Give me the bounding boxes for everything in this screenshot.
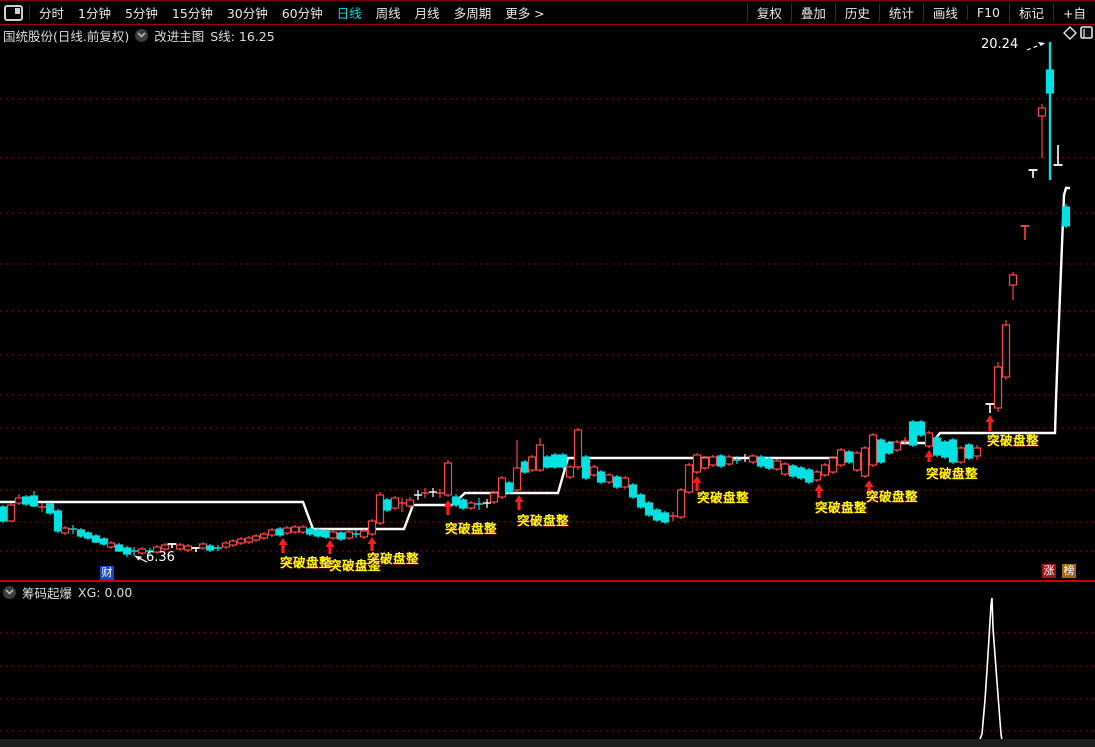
breakout-label-8: 突破盘整 [926, 466, 979, 481]
breakout-label-4: 突破盘整 [517, 513, 570, 528]
sub-indicator-name[interactable]: 筹码起爆 [22, 585, 73, 601]
sub-indicator-value: XG: 0.00 [78, 584, 133, 600]
menu-item-period-3[interactable]: 15分钟 [171, 6, 213, 21]
breakout-label-2: 突破盘整 [367, 551, 420, 566]
menu-item-period-1[interactable]: 1分钟 [78, 6, 111, 21]
top-menu-bar: 分时 1分钟 5分钟 15分钟 30分钟 60分钟 日线 周线 月线 多周期 更多 > 复权 叠加 历史… [0, 0, 1095, 25]
menu-item-period-9[interactable]: 多周期 [453, 6, 492, 21]
instrument-title: 国统股份(日线.前复权) [3, 28, 130, 44]
breakout-label-3: 突破盘整 [445, 521, 498, 536]
breakout-label-1: 突破盘整 [329, 558, 382, 573]
breakout-label-0: 突破盘整 [280, 555, 333, 570]
menu-item-tool-6[interactable]: 标记 [1009, 3, 1053, 22]
menu-item-tool-2[interactable]: 历史 [834, 3, 879, 22]
period-menu: 分时 1分钟 5分钟 15分钟 30分钟 60分钟 日线 周线 月线 多周期 更多 > [32, 1, 552, 24]
breakout-label-6: 突破盘整 [815, 500, 868, 515]
horizontal-scrollbar[interactable] [0, 739, 1095, 747]
finance-badge[interactable]: 财 [100, 566, 114, 580]
breakout-label-9: 突破盘整 [987, 433, 1040, 448]
menu-item-tool-7[interactable]: +自 [1053, 3, 1095, 22]
menu-item-period-0[interactable]: 分时 [39, 6, 65, 21]
menu-item-period-5[interactable]: 60分钟 [281, 6, 323, 21]
peak-price-label: 20.24 [981, 37, 1019, 52]
chevron-down-icon[interactable] [135, 28, 149, 42]
rank-badge[interactable]: 榜 [1062, 564, 1076, 578]
menu-item-tool-0[interactable]: 复权 [746, 3, 791, 22]
menu-item-period-10[interactable]: 更多 > [505, 6, 545, 21]
breakout-label-5: 突破盘整 [697, 490, 750, 505]
menu-item-period-8[interactable]: 月线 [414, 6, 440, 21]
sub-pane-header: 筹码起爆 XG: 0.00 [3, 584, 133, 601]
main-indicator-value: S线: 16.25 [210, 28, 275, 44]
menu-item-period-6[interactable]: 日线 [336, 6, 362, 21]
chevron-down-icon[interactable] [3, 585, 16, 599]
menu-item-tool-1[interactable]: 叠加 [790, 3, 835, 22]
menu-divider [29, 4, 30, 21]
window-icon[interactable] [4, 4, 23, 21]
rise-badge[interactable]: 涨 [1042, 564, 1056, 578]
menu-item-tool-4[interactable]: 画线 [922, 3, 967, 22]
menu-item-tool-5[interactable]: F10 [966, 5, 1009, 20]
low-price-label: 6.36 [146, 550, 175, 565]
menu-item-period-7[interactable]: 周线 [375, 6, 401, 21]
pane-separator[interactable] [0, 580, 1095, 582]
breakout-label-7: 突破盘整 [866, 489, 919, 504]
menu-item-period-2[interactable]: 5分钟 [124, 6, 158, 21]
tools-menu: 复权 叠加 历史 统计 画线 F10 标记 +自 [746, 1, 1095, 24]
main-indicator-name[interactable]: 改进主图 [154, 28, 205, 44]
menu-item-tool-3[interactable]: 统计 [878, 3, 923, 22]
menu-item-period-4[interactable]: 30分钟 [226, 6, 268, 21]
main-pane-header: 国统股份(日线.前复权) 改进主图 S线: 16.25 [3, 27, 275, 44]
